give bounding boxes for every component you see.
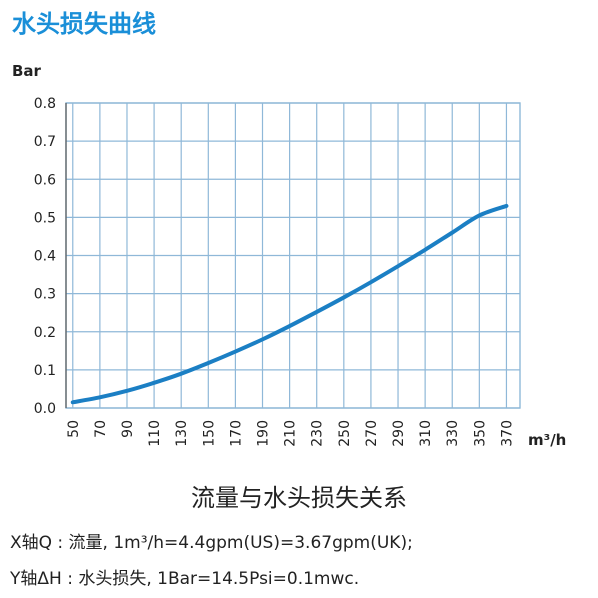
chart: 0.0 0.1 0.2 0.3 0.4 0.5 0.6 0.7 0.8 50 70 90 110 130… bbox=[12, 62, 566, 449]
x-tick-label: 130 bbox=[174, 420, 190, 447]
x-tick-label: 50 bbox=[66, 420, 82, 438]
x-tick-label: 270 bbox=[364, 420, 380, 447]
chart-frame bbox=[65, 102, 521, 409]
x-tick-label: 230 bbox=[310, 420, 326, 447]
x-tick-label: 190 bbox=[256, 420, 272, 447]
chart-series bbox=[70, 203, 509, 405]
chart-caption: 流量与水头损失关系 bbox=[191, 484, 407, 512]
series-line bbox=[70, 203, 509, 405]
chart-grid bbox=[66, 102, 520, 409]
x-tick-label: 90 bbox=[120, 420, 136, 438]
x-tick-label: 170 bbox=[228, 420, 244, 447]
y-tick-label: 0.3 bbox=[34, 287, 56, 303]
x-tick-label: 150 bbox=[201, 420, 217, 447]
y-tick-label: 0.4 bbox=[34, 249, 56, 265]
y-tick-label: 0.8 bbox=[34, 96, 56, 112]
x-tick-label: 330 bbox=[445, 420, 461, 447]
y-tick-label: 0.6 bbox=[34, 172, 56, 188]
x-tick-label: 210 bbox=[283, 420, 299, 447]
x-tick-label: 250 bbox=[337, 420, 353, 447]
y-tick-label: 0.1 bbox=[34, 363, 56, 379]
y-axis-ticks: 0.0 0.1 0.2 0.3 0.4 0.5 0.6 0.7 0.8 bbox=[34, 96, 56, 417]
x-tick-label: 350 bbox=[472, 420, 488, 447]
x-tick-label: 290 bbox=[391, 420, 407, 447]
x-axis-ticks: 50 70 90 110 130 150 170 190 210 230 250 270 290 310 3… bbox=[66, 420, 516, 447]
y-tick-label: 0.0 bbox=[34, 401, 56, 417]
x-tick-label: 370 bbox=[499, 420, 515, 447]
y-tick-label: 0.5 bbox=[34, 210, 56, 226]
y-tick-label: 0.7 bbox=[34, 134, 56, 150]
x-tick-label: 310 bbox=[418, 420, 434, 447]
x-axis-label: m³/h bbox=[528, 431, 566, 449]
y-tick-label: 0.2 bbox=[34, 325, 56, 341]
page-title: 水头损失曲线 bbox=[12, 10, 156, 38]
y-axis-label: Bar bbox=[12, 62, 42, 80]
x-tick-label: 110 bbox=[147, 420, 163, 447]
x-axis-note: X轴Q : 流量, 1m³/h=4.4gpm(US)=3.67gpm(UK); bbox=[10, 533, 413, 553]
y-axis-note: Y轴ΔH : 水头损失, 1Bar=14.5Psi=0.1mwc. bbox=[10, 569, 360, 589]
x-tick-label: 70 bbox=[93, 420, 109, 438]
